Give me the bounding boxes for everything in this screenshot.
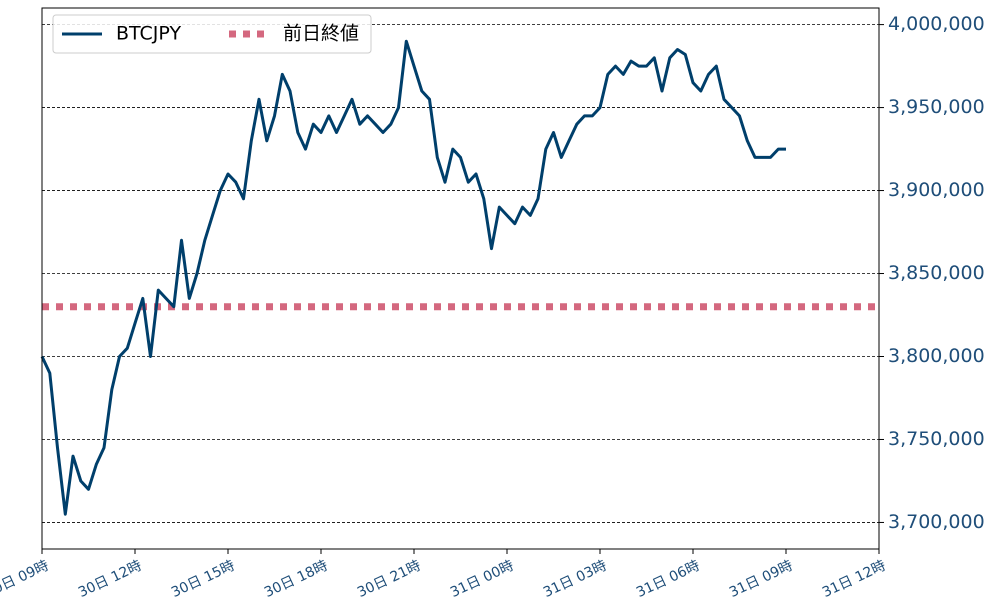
y-tick-label: 3,750,000 (888, 428, 985, 450)
plot-frame (41, 7, 880, 550)
y-tick-label: 3,900,000 (888, 179, 985, 201)
line-series (40, 39, 786, 516)
legend-label: 前日終値 (283, 23, 359, 45)
y-tick-label: 4,000,000 (888, 13, 985, 35)
legend-label: BTCJPY (116, 23, 181, 45)
y-tick-label: 3,850,000 (888, 262, 985, 284)
y-tick-label: 3,800,000 (888, 345, 985, 367)
legend: BTCJPY 前日終値 (52, 14, 372, 54)
y-tick-label: 3,950,000 (888, 96, 985, 118)
legend-box (52, 14, 372, 54)
y-tick-label: 3,700,000 (888, 511, 985, 533)
